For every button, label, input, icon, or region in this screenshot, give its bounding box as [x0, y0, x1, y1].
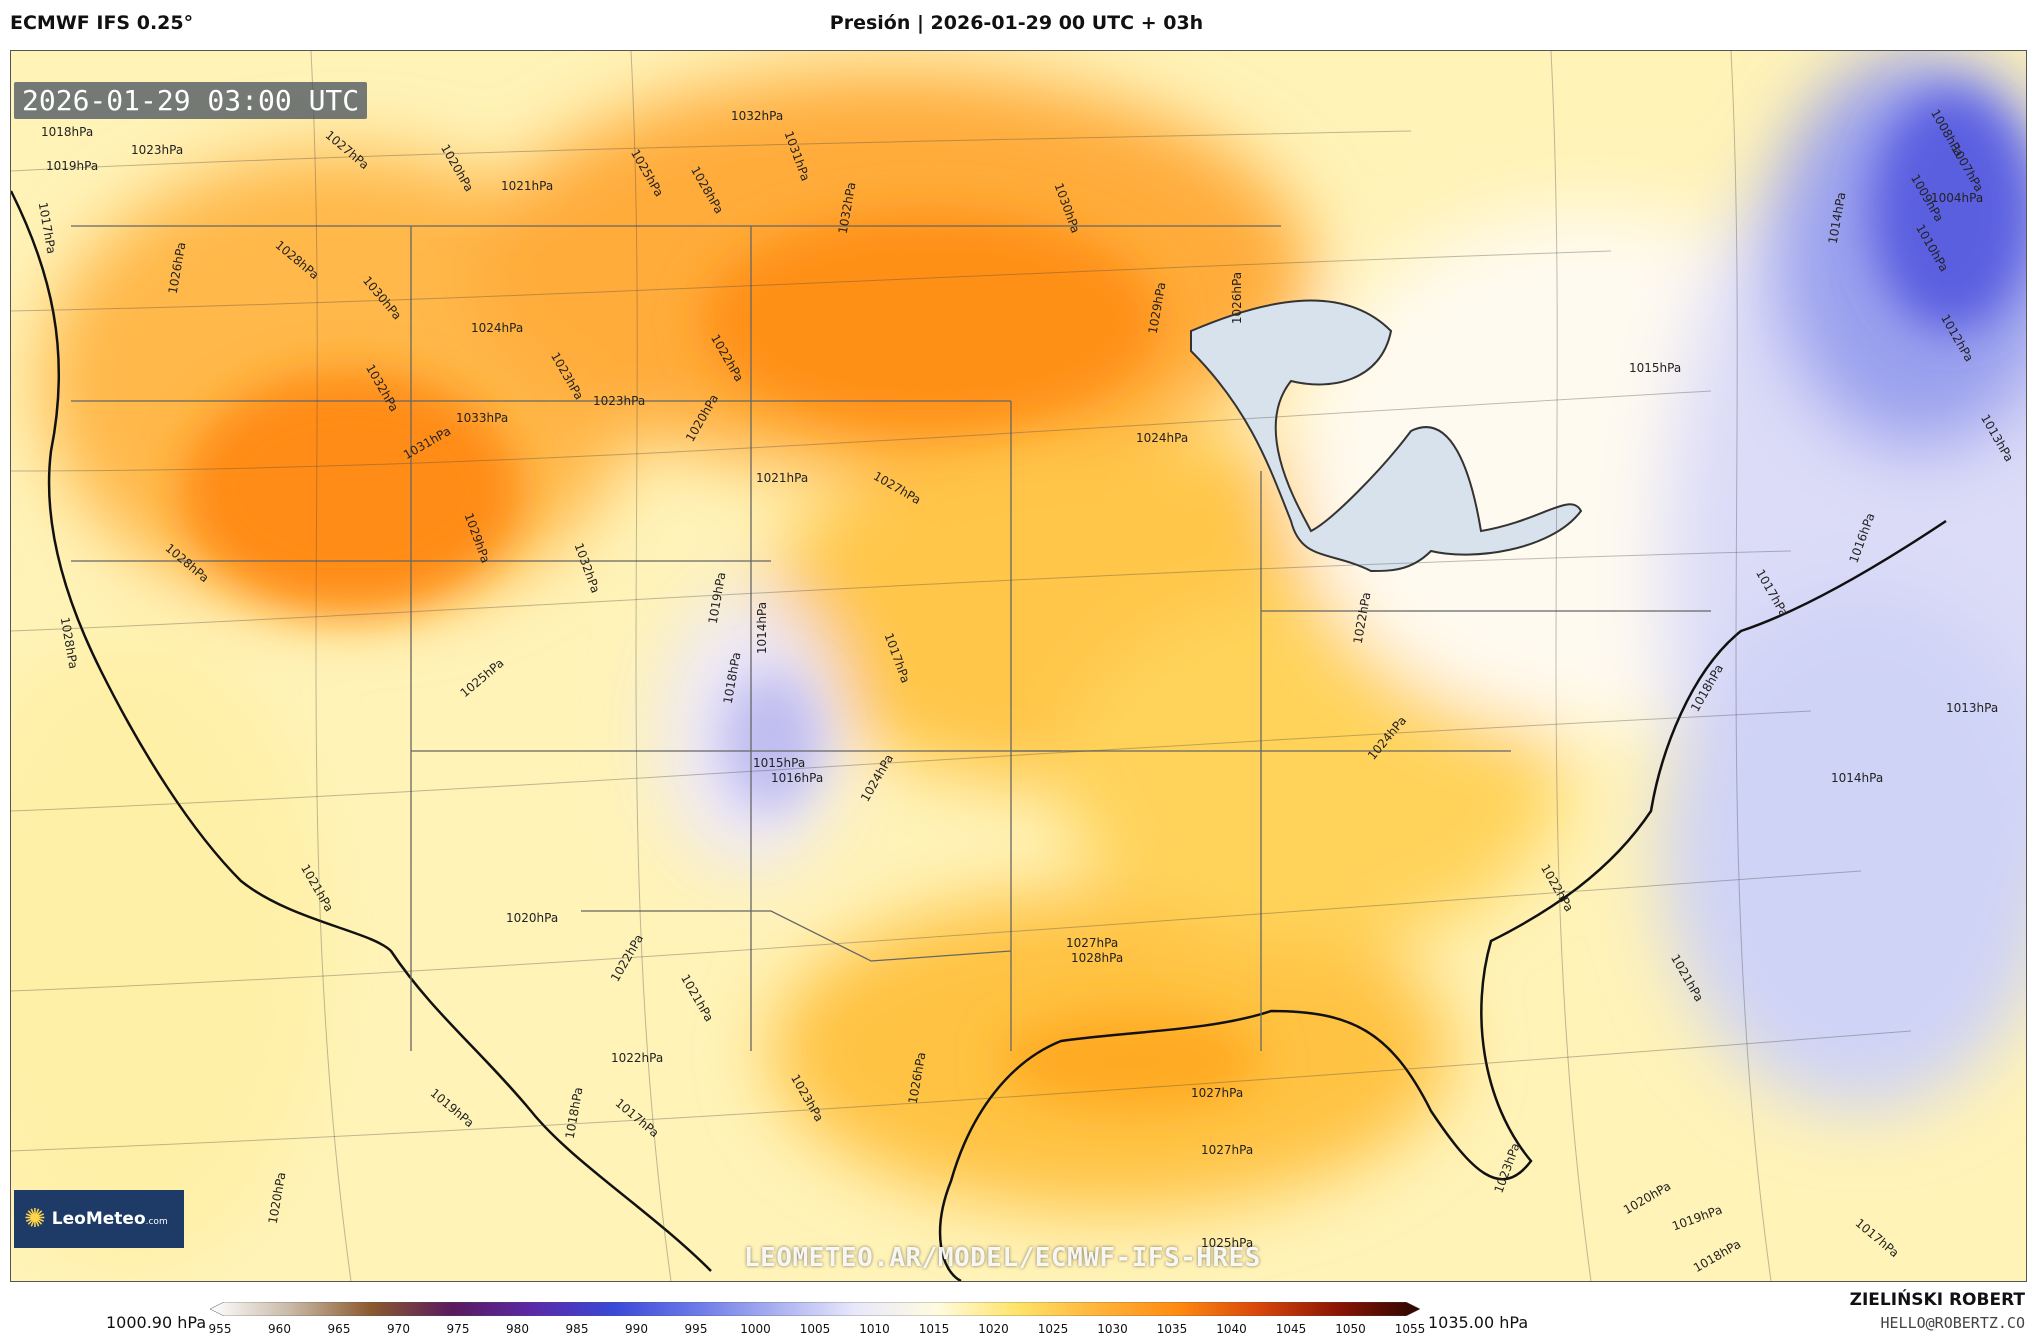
- isobar-label: 1023hPa: [593, 394, 646, 408]
- sun-icon: ✺: [24, 1204, 46, 1234]
- colorbar-tick: 990: [625, 1322, 648, 1336]
- isobar-label: 1026hPa: [1230, 271, 1245, 325]
- colorbar-tick: 955: [208, 1322, 232, 1336]
- isobar-label: 1024hPa: [471, 321, 524, 335]
- colorbar-tick: 1020: [978, 1322, 1009, 1336]
- colorbar-tick: 1055: [1394, 1322, 1426, 1336]
- colorbar-tick: 1030: [1097, 1322, 1128, 1336]
- isobar-label: 1020hPa: [506, 911, 559, 925]
- isobar-label: 1015hPa: [1629, 361, 1682, 375]
- colorbar-tick: 975: [446, 1322, 470, 1336]
- colorbar-tick: 1025: [1037, 1322, 1069, 1336]
- isobar-label: 1015hPa: [753, 756, 806, 770]
- colorbar-ticks: 955 960 965 970 975 980 985 990 995 1000 1005 1010 1…: [209, 1322, 1426, 1338]
- isobar-label: 1014hPa: [755, 601, 770, 655]
- isobar-label: 1028hPa: [1071, 951, 1124, 965]
- colorbar-tick: 1005: [799, 1322, 831, 1336]
- isobar-label: 1027hPa: [1201, 1143, 1254, 1157]
- colorbar-tick: 985: [565, 1322, 589, 1336]
- colorbar-tick: 1000: [740, 1322, 771, 1336]
- isobar-label: 1027hPa: [1066, 936, 1119, 950]
- isobar-label: 1004hPa: [1931, 191, 1984, 205]
- colorbar-tick: 970: [387, 1322, 410, 1336]
- author-email[interactable]: HELLO@ROBERTZ.CO: [1880, 1314, 2026, 1332]
- valid-time-badge: 2026-01-29 03:00 UTC: [14, 82, 368, 119]
- isobar-label: 1021hPa: [756, 471, 809, 485]
- author-name: ZIELIŃSKI ROBERT: [1849, 1290, 2025, 1310]
- colorbar-tick: 960: [268, 1322, 291, 1336]
- colorbar-tick: 980: [506, 1322, 529, 1336]
- isobar-label: 1022hPa: [611, 1051, 664, 1065]
- isobar-label: 1025hPa: [1201, 1236, 1254, 1250]
- colorbar-tick: 1045: [1275, 1322, 1307, 1336]
- colorbar: [210, 1302, 1420, 1316]
- isobar-label: 1032hPa: [731, 109, 784, 123]
- isobar-label: 1027hPa: [1191, 1086, 1244, 1100]
- isobar-label: 1021hPa: [501, 179, 554, 193]
- source-watermark: LEOMETEO.AR/MODEL/ECMWF-IFS-HRES: [744, 1243, 1261, 1273]
- map-title: Presión | 2026-01-29 00 UTC + 03h: [829, 12, 1204, 34]
- logo-text: LeoMeteo.com: [51, 1209, 168, 1229]
- isobar-label: 1014hPa: [1831, 771, 1884, 785]
- model-name: ECMWF IFS 0.25°: [10, 12, 194, 34]
- isobar-label: 1024hPa: [1136, 431, 1189, 445]
- isobar-label: 1033hPa: [456, 411, 509, 425]
- colorbar-tick: 1035: [1156, 1322, 1188, 1336]
- colorbar-tick: 1050: [1335, 1322, 1366, 1336]
- pressure-map[interactable]: 1032hPa 1031hPa 1025hPa 1028hPa 1032hPa 1030h…: [10, 50, 2027, 1282]
- leometeo-logo[interactable]: ✺ LeoMeteo.com: [14, 1190, 184, 1248]
- isobar-label: 1023hPa: [131, 143, 184, 157]
- isobar-label: 1013hPa: [1946, 701, 1999, 715]
- colorbar-tick: 1015: [918, 1322, 950, 1336]
- isobar-label: 1018hPa: [41, 125, 94, 139]
- colorbar-tick: 995: [684, 1322, 708, 1336]
- colorbar-max-label: 1035.00 hPa: [1428, 1313, 1529, 1332]
- colorbar-tick: 1040: [1216, 1322, 1247, 1336]
- colorbar-tick: 965: [327, 1322, 351, 1336]
- colorbar-tick: 1010: [859, 1322, 890, 1336]
- colorbar-min-label: 1000.90 hPa: [106, 1313, 207, 1332]
- isobar-label: 1019hPa: [46, 159, 99, 173]
- isobar-label: 1016hPa: [771, 771, 824, 785]
- pressure-field: [11, 51, 2026, 1281]
